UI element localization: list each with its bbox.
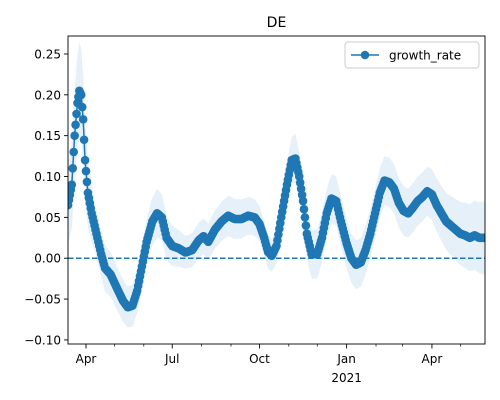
data-point — [298, 196, 308, 206]
x-tick-label: Apr — [76, 352, 97, 366]
x-tick-label: Jul — [164, 352, 179, 366]
data-point — [69, 147, 78, 157]
data-point — [68, 164, 78, 173]
y-tick-label: 0.20 — [34, 88, 61, 102]
chart-title: DE — [267, 15, 287, 31]
data-point — [71, 120, 80, 130]
data-point — [82, 177, 92, 187]
data-point — [299, 204, 309, 214]
data-point — [78, 115, 88, 124]
legend: growth_rate — [344, 41, 480, 69]
x-tick-label: Apr — [422, 352, 443, 366]
legend-box — [344, 41, 480, 69]
data-point — [300, 213, 310, 222]
data-point — [301, 221, 311, 230]
data-point — [80, 155, 90, 165]
data-point — [81, 166, 91, 176]
x-tick-sublabel: 2021 — [331, 371, 362, 385]
data-point — [77, 102, 87, 112]
plot-frame — [67, 35, 486, 345]
confidence-band — [68, 41, 485, 328]
legend-label: growth_rate — [389, 49, 461, 63]
legend-marker — [360, 50, 370, 60]
y-tick-label: −0.10 — [24, 333, 61, 347]
y-axis: −0.10 −0.05 0.00 0.05 0.10 0.15 0.20 0.25 — [24, 47, 68, 347]
y-tick-label: 0.15 — [34, 129, 61, 143]
data-point — [76, 90, 86, 100]
x-tick-label: Oct — [249, 352, 270, 366]
data-point — [68, 180, 77, 189]
y-tick-label: 0.00 — [34, 252, 61, 266]
plot-area — [68, 41, 485, 328]
y-tick-label: 0.05 — [34, 211, 61, 225]
y-tick-label: 0.25 — [34, 47, 61, 61]
y-tick-label: 0.10 — [34, 170, 61, 184]
x-axis: Apr Jul Oct Jan 2021 Apr — [76, 344, 461, 385]
data-point — [72, 109, 81, 119]
data-point — [70, 131, 79, 140]
y-tick-label: −0.05 — [24, 293, 61, 307]
data-point — [79, 135, 89, 145]
data-point — [480, 233, 485, 243]
x-tick-label: Jan — [336, 352, 356, 366]
